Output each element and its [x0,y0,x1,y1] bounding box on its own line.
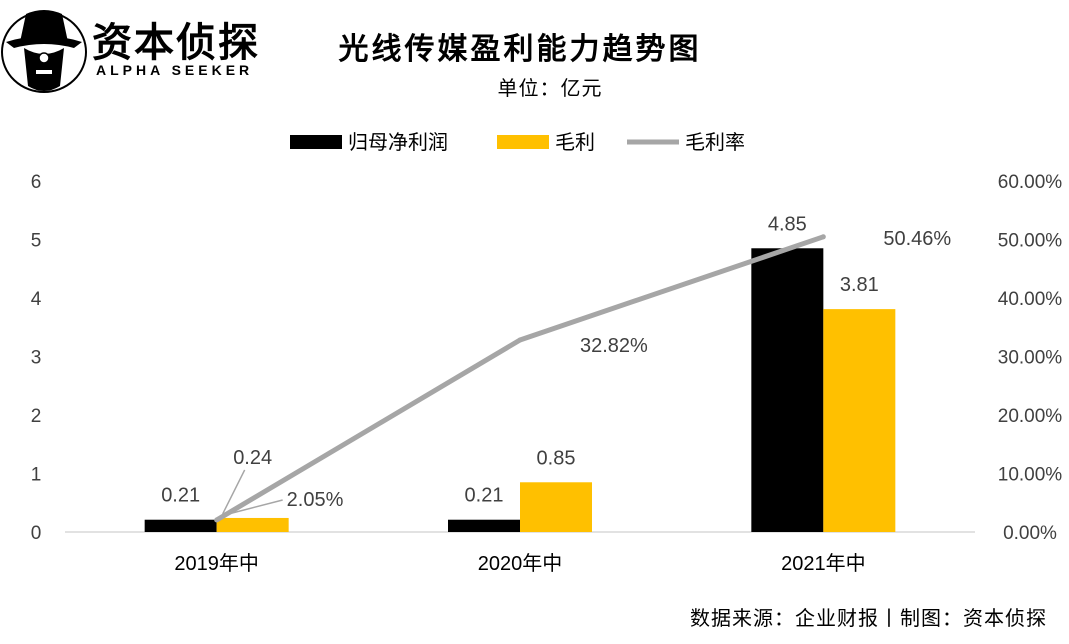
data-label-leader-line [221,469,246,515]
legend-swatch [497,135,549,149]
left-axis-tick-label: 6 [31,172,42,193]
x-axis-category-label: 2021年中 [781,552,866,575]
left-axis-tick-label: 1 [31,465,42,486]
right-axis-tick-label: 50.00% [998,231,1063,252]
gross-margin-point [517,337,523,343]
gross-margin-data-label: 2.05% [287,489,344,511]
gross-margin-data-label: 32.82% [580,335,648,357]
gross-profit-bar [216,517,289,532]
chart-unit: 单位：亿元 [497,76,603,100]
gross-profit-data-label: 0.85 [537,447,576,469]
gross-margin-line [215,234,825,523]
net-profit-data-label: 4.85 [768,213,807,235]
x-axis-category-label: 2019年中 [174,552,259,575]
left-axis-tick-label: 5 [31,231,42,252]
right-axis-tick-label: 30.00% [998,348,1063,369]
net-profit-bar [144,519,217,532]
chart-title: 光线传媒盈利能力趋势图 [338,32,702,67]
gross-profit-bar [520,482,592,532]
left-axis-tick-label: 3 [31,348,42,369]
left-axis-tick-label: 0 [31,523,42,544]
gross-margin-data-label: 50.46% [883,228,951,250]
gross-profit-bar [823,309,896,532]
logo: 资本侦探 ALPHA SEEKER [0,0,300,100]
right-axis-tick-label: 40.00% [998,289,1063,310]
logo-english: ALPHA SEEKER [96,62,254,78]
net-profit-data-label: 0.21 [161,485,200,507]
legend-label: 归母净利润 [348,131,448,154]
data-source: 数据来源：企业财报丨制图：资本侦探 [690,606,1047,630]
gross-profit-data-label: 3.81 [840,274,879,296]
net-profit-bar [448,519,520,532]
legend-swatch [290,135,342,149]
gross-profit-data-label: 0.24 [233,447,272,469]
legend-label: 毛利率 [685,131,745,154]
detective-icon [1,10,87,93]
left-axis-tick-label: 2 [31,406,42,427]
logo-chinese: 资本侦探 [92,20,260,66]
data-label-leader-line [220,499,283,517]
gross-margin-point [214,517,220,523]
x-axis-category-label: 2020年中 [478,552,563,575]
right-axis-tick-label: 60.00% [998,172,1063,193]
legend-label: 毛利 [555,131,595,154]
left-axis-tick-label: 4 [31,289,42,310]
right-axis-tick-label: 0.00% [1003,523,1057,544]
gross-margin-point [820,234,826,240]
net-profit-data-label: 0.21 [465,485,504,507]
net-profit-bar [751,248,824,532]
right-axis-tick-label: 10.00% [998,465,1063,486]
right-axis-tick-label: 20.00% [998,406,1063,427]
